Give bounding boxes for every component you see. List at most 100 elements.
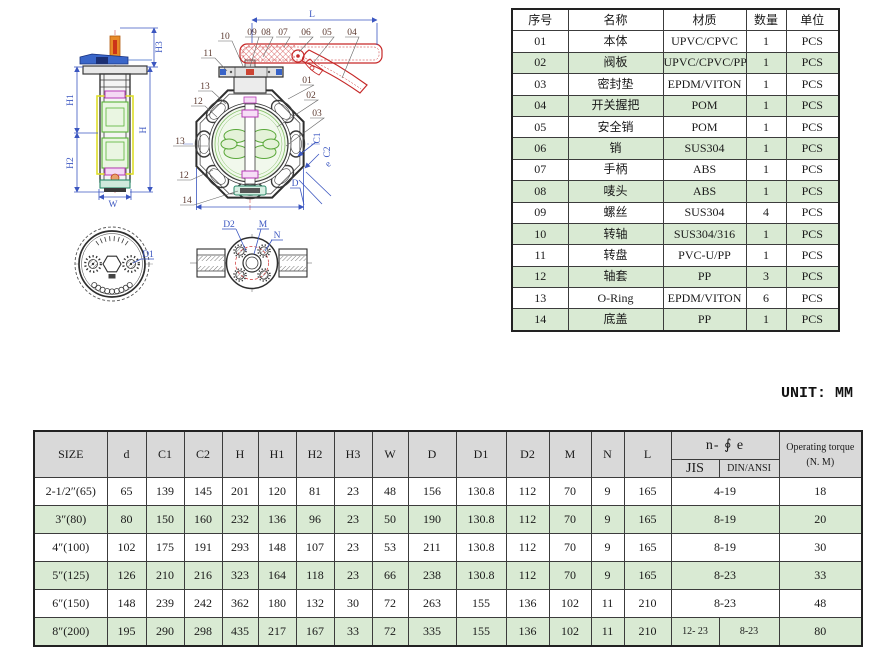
- dim-table-cell: 156: [407, 477, 457, 506]
- parts-table-row: 09 螺丝 SUS304 4 PCS: [511, 201, 840, 224]
- dim-table-cell: 23: [333, 477, 373, 506]
- dim-table-cell: 180: [257, 589, 297, 618]
- parts-table-cell: ABS: [662, 158, 747, 182]
- parts-table-row: 02 阀板 UPVC/CPVC/PP 1 PCS: [511, 51, 840, 75]
- parts-table-cell: 12: [511, 265, 569, 289]
- callout-03: 03: [312, 109, 322, 119]
- dim-table-cell: 435: [221, 617, 259, 647]
- callout-07: 07: [278, 28, 288, 38]
- dim-table-cell: 139: [145, 477, 185, 506]
- dim-table-cell: 112: [505, 477, 550, 506]
- dim-table-cell: 23: [333, 561, 373, 590]
- parts-header-no: 序号: [511, 8, 569, 32]
- dim-table-cell: 9: [590, 505, 625, 534]
- dim-table-cell: 130.8: [455, 505, 507, 534]
- dim-table-row: 8″(200) 195 290 298 435 217 167 33 72 335 155 136 10…: [33, 617, 863, 647]
- parts-table-row: 14 底盖 PP 1 PCS: [511, 308, 840, 332]
- dim-table-row: 2-1/2″(65) 65 139 145 201 120 81 23 48 156 130.8 11…: [33, 477, 863, 506]
- dim-table-cell: 164: [257, 561, 297, 590]
- dim-table-cell: 48: [371, 477, 409, 506]
- dims-header-h: H: [221, 430, 259, 478]
- parts-table-cell: PCS: [785, 265, 840, 289]
- dim-table-cell: 8″(200): [33, 617, 108, 647]
- dims-header-h1: H1: [257, 430, 297, 478]
- dim-table-cell: 190: [407, 505, 457, 534]
- dim-table-row: 4″(100) 102 175 191 293 148 107 23 53 211 130.8 112…: [33, 533, 863, 562]
- dim-table-cell: 11: [590, 589, 625, 618]
- dim-table-cell: 155: [455, 617, 507, 647]
- parts-table-row: 07 手柄 ABS 1 PCS: [511, 158, 840, 182]
- parts-table-cell: 05: [511, 115, 569, 139]
- parts-table-cell: 09: [511, 201, 569, 224]
- parts-table-cell: 销: [567, 137, 664, 160]
- dim-label-h2: H2: [66, 157, 76, 169]
- dim-table-cell: 33: [778, 561, 863, 590]
- dim-table-cell: 81: [295, 477, 335, 506]
- parts-table-cell: O-Ring: [567, 287, 664, 310]
- dim-label-c1: C1: [313, 132, 323, 143]
- dim-table-cell: 150: [145, 505, 185, 534]
- parts-table-cell: 1: [745, 137, 787, 160]
- dim-table-cell: 242: [183, 589, 223, 618]
- dim-table-cell: 232: [221, 505, 259, 534]
- callout-04: 04: [347, 28, 357, 38]
- callout-09: 09: [247, 28, 257, 38]
- parts-table-cell: 06: [511, 137, 569, 160]
- parts-table-cell: 4: [745, 201, 787, 224]
- parts-table-cell: 07: [511, 158, 569, 182]
- dim-table-cell: 112: [505, 561, 550, 590]
- flange-view-drawing: D2 M N: [190, 220, 314, 292]
- parts-table-cell: 02: [511, 51, 569, 75]
- parts-table-cell: 阀板: [567, 51, 664, 75]
- dim-table-cell: 210: [623, 617, 672, 647]
- parts-table-cell: PP: [662, 265, 747, 289]
- parts-table-cell: 1: [745, 180, 787, 203]
- dim-label-h1: H1: [66, 94, 76, 106]
- dims-header-n-phi-e: n- ∮ e: [670, 430, 780, 460]
- parts-table-row: 04 开关握把 POM 1 PCS: [511, 94, 840, 117]
- dim-table-cell: 70: [548, 477, 592, 506]
- callout-13b: 13: [175, 137, 185, 147]
- dim-table-cell: 23: [333, 533, 373, 562]
- front-view-drawing: L C1 C2 e D: [173, 10, 383, 210]
- dim-table-cell: 155: [455, 589, 507, 618]
- dim-table-cell: 362: [221, 589, 259, 618]
- dim-label-d: D: [292, 179, 299, 189]
- dim-table-cell: 8-23: [670, 589, 780, 618]
- dim-table-cell: 217: [257, 617, 297, 647]
- parts-table-cell: 1: [745, 30, 787, 53]
- parts-table-cell: 1: [745, 308, 787, 332]
- dim-label-h: H: [139, 126, 149, 133]
- parts-table-cell: SUS304: [662, 201, 747, 224]
- dim-table-cell: 136: [505, 617, 550, 647]
- dim-table-cell: 66: [371, 561, 409, 590]
- dim-table-cell: 80: [778, 617, 863, 647]
- dim-table-cell: 102: [548, 617, 592, 647]
- dim-table-cell: 9: [590, 477, 625, 506]
- dim-table-cell: 290: [145, 617, 185, 647]
- parts-table-cell: PCS: [785, 94, 840, 117]
- dim-table-cell: 70: [548, 561, 592, 590]
- parts-table-cell: 转盘: [567, 244, 664, 267]
- callout-02: 02: [306, 91, 316, 101]
- dim-table-cell: 165: [623, 505, 672, 534]
- dim-table-cell: 33: [333, 617, 373, 647]
- dim-table-row: 3″(80) 80 150 160 232 136 96 23 50 190 130.8 112 70 9…: [33, 505, 863, 534]
- torque-label-line2: (N. M): [806, 456, 835, 468]
- dim-table-cell: 210: [623, 589, 672, 618]
- dim-table-cell: 70: [548, 505, 592, 534]
- dims-header-h3: H3: [333, 430, 373, 478]
- parts-table-cell: 螺丝: [567, 201, 664, 224]
- dim-table-cell: 195: [106, 617, 147, 647]
- parts-table-cell: 6: [745, 287, 787, 310]
- parts-table-cell: 14: [511, 308, 569, 332]
- dims-header-c1: C1: [145, 430, 185, 478]
- parts-table-body: 01 本体 UPVC/CPVC 1 PCS 02 阀板 UPVC/CPVC/PP 1 PCS 03 密…: [511, 30, 840, 332]
- dim-table-cell: 96: [295, 505, 335, 534]
- dim-table-cell: 136: [257, 505, 297, 534]
- dims-header-big-d: D: [407, 430, 457, 478]
- dim-table-cell: 8-23: [670, 561, 780, 590]
- parts-table-cell: 13: [511, 287, 569, 310]
- parts-table-cell: EPDM/VITON: [662, 287, 747, 310]
- callout-08: 08: [261, 28, 271, 38]
